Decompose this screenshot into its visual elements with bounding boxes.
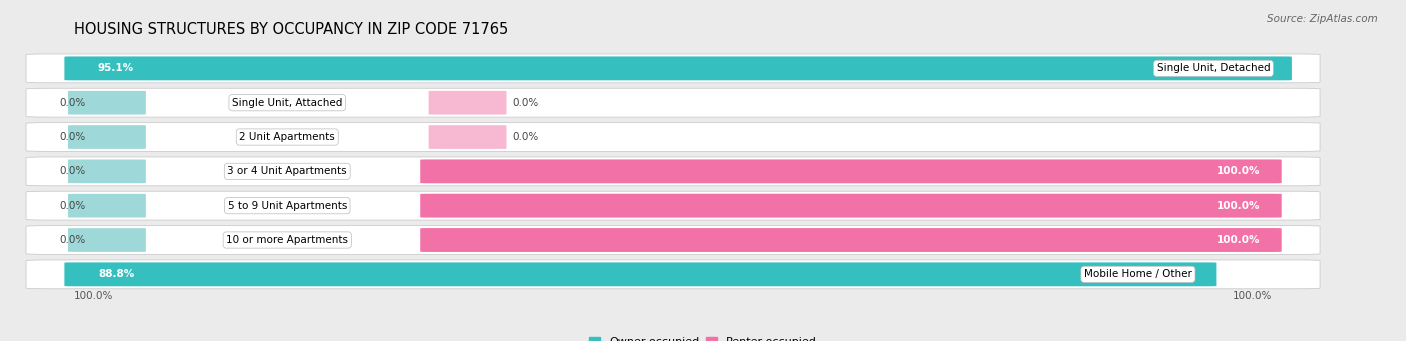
Text: 5 to 9 Unit Apartments: 5 to 9 Unit Apartments	[228, 201, 347, 211]
Text: 100.0%: 100.0%	[1216, 166, 1260, 176]
Text: 0.0%: 0.0%	[59, 132, 86, 142]
Text: 88.8%: 88.8%	[98, 269, 134, 279]
Legend: Owner-occupied, Renter-occupied: Owner-occupied, Renter-occupied	[585, 332, 821, 341]
Text: 0.0%: 0.0%	[513, 98, 538, 108]
Text: 100.0%: 100.0%	[1216, 201, 1260, 211]
FancyBboxPatch shape	[65, 262, 1216, 286]
Text: 0.0%: 0.0%	[59, 166, 86, 176]
FancyBboxPatch shape	[27, 157, 1320, 186]
Text: 100.0%: 100.0%	[1216, 235, 1260, 245]
Text: 95.1%: 95.1%	[98, 63, 134, 73]
FancyBboxPatch shape	[67, 91, 146, 115]
FancyBboxPatch shape	[420, 194, 1282, 218]
Text: Single Unit, Detached: Single Unit, Detached	[1157, 63, 1270, 73]
Text: HOUSING STRUCTURES BY OCCUPANCY IN ZIP CODE 71765: HOUSING STRUCTURES BY OCCUPANCY IN ZIP C…	[75, 23, 508, 38]
FancyBboxPatch shape	[429, 91, 506, 115]
FancyBboxPatch shape	[65, 56, 1292, 80]
Text: Source: ZipAtlas.com: Source: ZipAtlas.com	[1267, 14, 1378, 24]
FancyBboxPatch shape	[67, 228, 146, 252]
FancyBboxPatch shape	[67, 194, 146, 218]
Text: 0.0%: 0.0%	[59, 235, 86, 245]
FancyBboxPatch shape	[27, 191, 1320, 220]
Text: 11.2%: 11.2%	[1223, 269, 1260, 279]
Text: 0.0%: 0.0%	[513, 132, 538, 142]
FancyBboxPatch shape	[27, 88, 1320, 117]
Text: 3 or 4 Unit Apartments: 3 or 4 Unit Apartments	[228, 166, 347, 176]
FancyBboxPatch shape	[27, 226, 1320, 254]
FancyBboxPatch shape	[420, 159, 1282, 183]
FancyBboxPatch shape	[420, 228, 1282, 252]
Text: 0.0%: 0.0%	[59, 98, 86, 108]
FancyBboxPatch shape	[27, 123, 1320, 151]
FancyBboxPatch shape	[67, 125, 146, 149]
Text: 100.0%: 100.0%	[75, 291, 114, 301]
Text: 0.0%: 0.0%	[59, 201, 86, 211]
FancyBboxPatch shape	[27, 260, 1320, 289]
Text: Single Unit, Attached: Single Unit, Attached	[232, 98, 343, 108]
Text: 100.0%: 100.0%	[1233, 291, 1272, 301]
Text: Mobile Home / Other: Mobile Home / Other	[1084, 269, 1192, 279]
FancyBboxPatch shape	[27, 54, 1320, 83]
Text: 10 or more Apartments: 10 or more Apartments	[226, 235, 349, 245]
FancyBboxPatch shape	[429, 125, 506, 149]
FancyBboxPatch shape	[67, 160, 146, 183]
Text: 2 Unit Apartments: 2 Unit Apartments	[239, 132, 335, 142]
